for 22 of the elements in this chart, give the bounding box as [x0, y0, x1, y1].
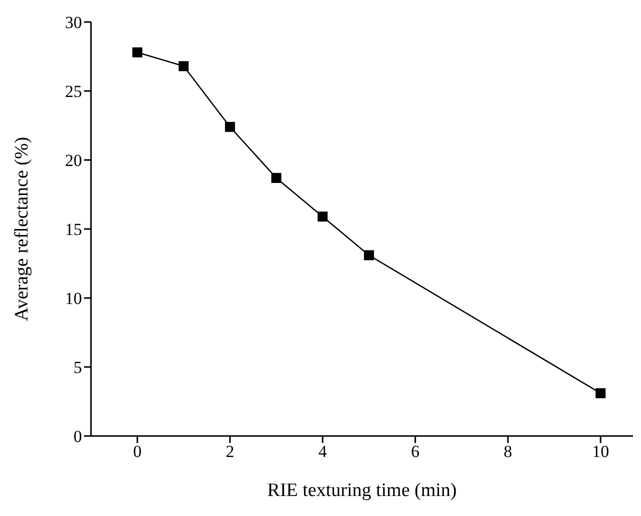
y-tick-label: 20 — [65, 151, 82, 170]
y-tick-label: 15 — [65, 220, 82, 240]
point — [132, 47, 142, 58]
y-tick-label: 5 — [74, 358, 82, 378]
point — [318, 212, 328, 222]
y-axis-title: Average reflectance (%) — [12, 136, 33, 322]
point — [364, 250, 374, 260]
y-tick-label: 0 — [74, 427, 82, 446]
point — [271, 172, 282, 183]
x-tick-label: 4 — [318, 442, 328, 462]
x-axis-title: RIE texturing time (min) — [267, 480, 457, 501]
x-tick-label: 2 — [226, 442, 234, 462]
point — [178, 61, 189, 72]
point — [596, 388, 606, 398]
x-tick-label: 10 — [592, 442, 610, 462]
x-tick-label: 8 — [504, 442, 512, 462]
y-tick-label: 30 — [65, 13, 82, 32]
point — [224, 122, 235, 132]
x-tick-label: 6 — [411, 442, 420, 462]
y-tick-label: 25 — [65, 82, 82, 102]
x-tick-label: 0 — [133, 442, 142, 462]
y-tick-label: 10 — [65, 289, 82, 308]
